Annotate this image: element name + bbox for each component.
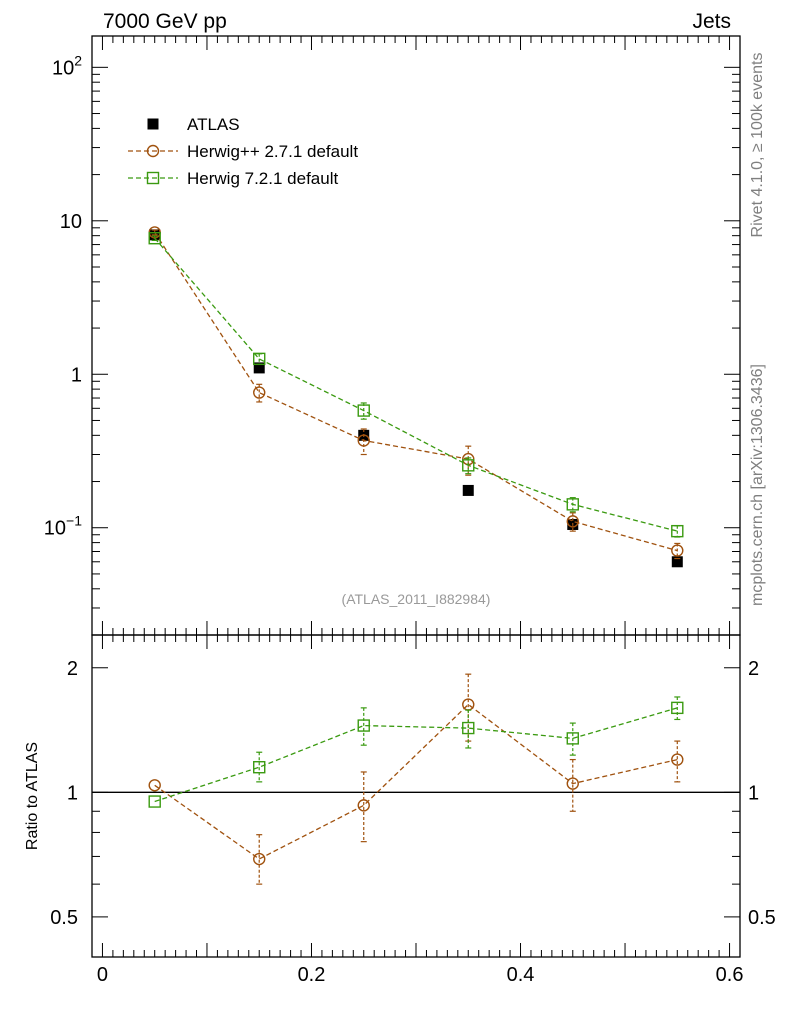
x-tick-label: 0: [97, 964, 108, 986]
mcplots-reference-label: mcplots.cern.ch [arXiv:1306.3436]: [749, 364, 766, 606]
data-point-atlas: [462, 484, 474, 496]
ratio-point-herwigpp: [357, 799, 370, 812]
legend-marker-atlas: [147, 118, 159, 130]
x-tick-label: 0.4: [507, 964, 535, 986]
data-point-herwig7: [148, 232, 161, 245]
data-point-herwig7: [566, 498, 579, 511]
header-category-label: Jets: [692, 10, 731, 33]
legend-label-herwig7: Herwig 7.2.1 default: [187, 169, 338, 188]
x-tick-label: 0.2: [298, 964, 326, 986]
data-point-herwig7: [253, 352, 266, 366]
y-tick-label: 10−1: [44, 513, 82, 540]
ratio-point-herwig7: [148, 795, 161, 808]
ratio-point-herwig7: [671, 701, 684, 715]
ratio-point-herwigpp: [148, 779, 161, 792]
y-tick-label-right: 0.5: [748, 907, 776, 929]
header-beam-label: 7000 GeV pp: [103, 10, 227, 33]
analysis-id-annotation: (ATLAS_2011_I882984): [342, 591, 491, 607]
ratio-point-herwig7: [357, 719, 370, 732]
data-point-herwigpp: [566, 515, 579, 528]
ratio-y-axis-label: Ratio to ATLAS: [24, 742, 41, 850]
legend-label-atlas: ATLAS: [187, 115, 240, 134]
y-tick-label: 1: [71, 364, 82, 386]
y-tick-label-right: 2: [748, 658, 759, 680]
data-point-herwigpp: [357, 434, 370, 447]
data-point-herwig7: [462, 459, 475, 472]
data-point-atlas: [253, 362, 265, 374]
y-tick-label: 10: [60, 211, 82, 233]
ratio-panel: 0 0.2 0.4 0.6 2 2 1 1 0.5 0.5 Ratio to ATLAS: [24, 634, 776, 986]
data-point-herwig7: [671, 524, 684, 538]
ratio-frame: [91, 634, 741, 958]
series-line-herwig7: [154, 237, 678, 532]
ratio-point-herwig7: [462, 721, 475, 735]
data-point-herwigpp: [671, 544, 684, 557]
series-line-herwigpp: [154, 232, 678, 552]
ratio-point-herwig7: [566, 732, 579, 745]
y-tick-label-right: 1: [748, 782, 759, 804]
y-tick-label: 102: [52, 52, 82, 79]
x-tick-label: 0.6: [716, 964, 744, 986]
legend-marker-herwig7: [146, 171, 160, 185]
ratio-point-herwig7: [253, 761, 266, 774]
main-panel: 102 10 1 10−1 (ATLAS_2011_I882984) ATLAS Herwi…: [44, 35, 741, 636]
y-tick-label: 0.5: [50, 907, 78, 929]
legend-marker-herwigpp: [146, 144, 160, 158]
data-point-atlas: [671, 556, 683, 568]
legend-label-herwigpp: Herwig++ 2.7.1 default: [187, 142, 358, 161]
data-point-herwig7: [357, 404, 370, 417]
y-tick-label: 2: [67, 658, 78, 680]
ratio-point-herwigpp: [671, 753, 684, 766]
rivet-version-label: Rivet 4.1.0, ≥ 100k events: [749, 53, 766, 238]
ratio-line-herwig7: [154, 707, 678, 803]
data-point-herwigpp: [253, 386, 266, 399]
ratio-line-herwigpp: [154, 703, 678, 860]
ratio-point-herwigpp: [566, 777, 579, 790]
y-tick-label: 1: [67, 782, 78, 804]
ratio-point-herwigpp: [253, 852, 266, 866]
